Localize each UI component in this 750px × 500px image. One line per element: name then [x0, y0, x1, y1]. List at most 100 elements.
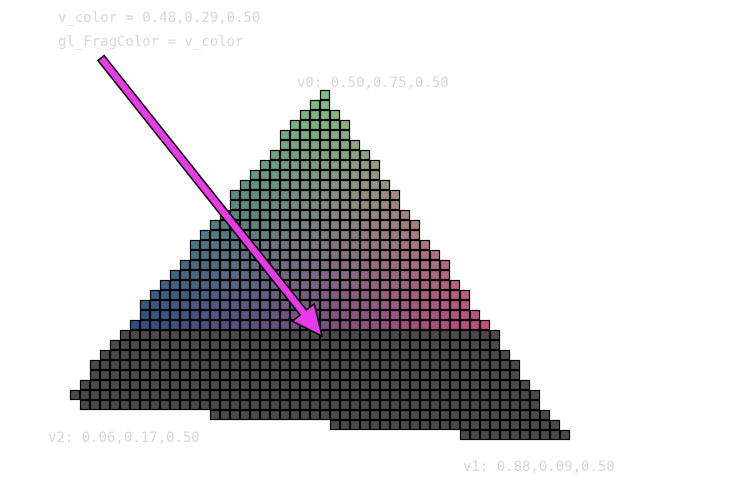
- fragment-cell: [429, 279, 441, 291]
- fragment-cell: [259, 299, 271, 311]
- fragment-cell: [269, 159, 281, 171]
- pending-fragment-cell: [269, 389, 281, 401]
- pending-fragment-cell: [279, 389, 291, 401]
- fragment-cell: [279, 249, 291, 261]
- fragment-cell: [319, 109, 331, 121]
- fragment-cell: [239, 309, 251, 321]
- pending-fragment-cell: [229, 409, 241, 421]
- pending-fragment-cell: [369, 399, 381, 411]
- pending-fragment-cell: [239, 359, 251, 371]
- pending-fragment-cell: [199, 339, 211, 351]
- pending-fragment-cell: [349, 399, 361, 411]
- pending-fragment-cell: [449, 389, 461, 401]
- pending-fragment-cell: [249, 389, 261, 401]
- fragment-cell: [189, 259, 201, 271]
- pending-fragment-cell: [329, 389, 341, 401]
- pending-fragment-cell: [359, 329, 371, 341]
- fragment-grid: [69, 89, 571, 441]
- fragment-cell: [249, 179, 261, 191]
- pending-fragment-cell: [239, 339, 251, 351]
- pending-fragment-cell: [349, 379, 361, 391]
- pending-fragment-cell: [259, 349, 271, 361]
- pending-fragment-cell: [349, 419, 361, 431]
- pending-fragment-cell: [349, 339, 361, 351]
- pending-fragment-cell: [149, 359, 161, 371]
- pending-fragment-cell: [479, 419, 491, 431]
- pending-fragment-cell: [299, 379, 311, 391]
- pending-fragment-cell: [329, 369, 341, 381]
- pending-fragment-cell: [219, 399, 231, 411]
- pending-fragment-cell: [339, 329, 351, 341]
- pending-fragment-cell: [479, 399, 491, 411]
- pending-fragment-cell: [499, 349, 511, 361]
- fragment-cell: [449, 319, 461, 331]
- fragment-cell: [249, 169, 261, 181]
- pending-fragment-cell: [449, 349, 461, 361]
- pending-fragment-cell: [199, 359, 211, 371]
- pending-fragment-cell: [429, 329, 441, 341]
- fragment-cell: [229, 249, 241, 261]
- pending-fragment-cell: [499, 399, 511, 411]
- fragment-cell: [269, 179, 281, 191]
- fragment-cell: [259, 219, 271, 231]
- pending-fragment-cell: [479, 389, 491, 401]
- fragment-cell: [329, 229, 341, 241]
- pending-fragment-cell: [169, 389, 181, 401]
- pending-fragment-cell: [379, 389, 391, 401]
- pending-fragment-cell: [189, 349, 201, 361]
- pending-fragment-cell: [329, 399, 341, 411]
- fragment-cell: [399, 309, 411, 321]
- fragment-cell: [379, 259, 391, 271]
- pending-fragment-cell: [159, 339, 171, 351]
- fragment-cell: [269, 309, 281, 321]
- fragment-cell: [169, 289, 181, 301]
- pending-fragment-cell: [389, 349, 401, 361]
- fragment-cell: [389, 299, 401, 311]
- fragment-cell: [239, 249, 251, 261]
- fragment-cell: [339, 129, 351, 141]
- pending-fragment-cell: [99, 379, 111, 391]
- pending-fragment-cell: [379, 369, 391, 381]
- fragment-cell: [409, 239, 421, 251]
- pending-fragment-cell: [159, 359, 171, 371]
- pending-fragment-cell: [329, 329, 341, 341]
- fragment-cell: [359, 199, 371, 211]
- pending-fragment-cell: [449, 369, 461, 381]
- fragment-cell: [369, 279, 381, 291]
- pending-fragment-cell: [339, 389, 351, 401]
- fragment-cell: [299, 189, 311, 201]
- fragment-cell: [299, 269, 311, 281]
- pending-fragment-cell: [419, 329, 431, 341]
- fragment-cell: [419, 289, 431, 301]
- fragment-cell: [459, 309, 471, 321]
- pending-fragment-cell: [169, 399, 181, 411]
- pending-fragment-cell: [399, 399, 411, 411]
- fragment-cell: [349, 269, 361, 281]
- fragment-cell: [279, 219, 291, 231]
- pending-fragment-cell: [449, 409, 461, 421]
- fragment-cell: [379, 209, 391, 221]
- pending-fragment-cell: [349, 349, 361, 361]
- pending-fragment-cell: [499, 379, 511, 391]
- pending-fragment-cell: [409, 359, 421, 371]
- pending-fragment-cell: [509, 389, 521, 401]
- pending-fragment-cell: [429, 399, 441, 411]
- fragment-cell: [149, 319, 161, 331]
- pending-fragment-cell: [199, 379, 211, 391]
- pending-fragment-cell: [359, 389, 371, 401]
- pending-fragment-cell: [109, 359, 121, 371]
- fragment-cell: [279, 149, 291, 161]
- pending-fragment-cell: [259, 369, 271, 381]
- fragment-cell: [429, 319, 441, 331]
- fragment-cell: [419, 319, 431, 331]
- fragment-cell: [259, 179, 271, 191]
- fragment-cell: [419, 309, 431, 321]
- pending-fragment-cell: [239, 389, 251, 401]
- fragment-cell: [249, 299, 261, 311]
- fragment-cell: [329, 159, 341, 171]
- pending-fragment-cell: [399, 349, 411, 361]
- fragment-cell: [319, 159, 331, 171]
- fragment-cell: [289, 189, 301, 201]
- pending-fragment-cell: [119, 389, 131, 401]
- fragment-cell: [339, 259, 351, 271]
